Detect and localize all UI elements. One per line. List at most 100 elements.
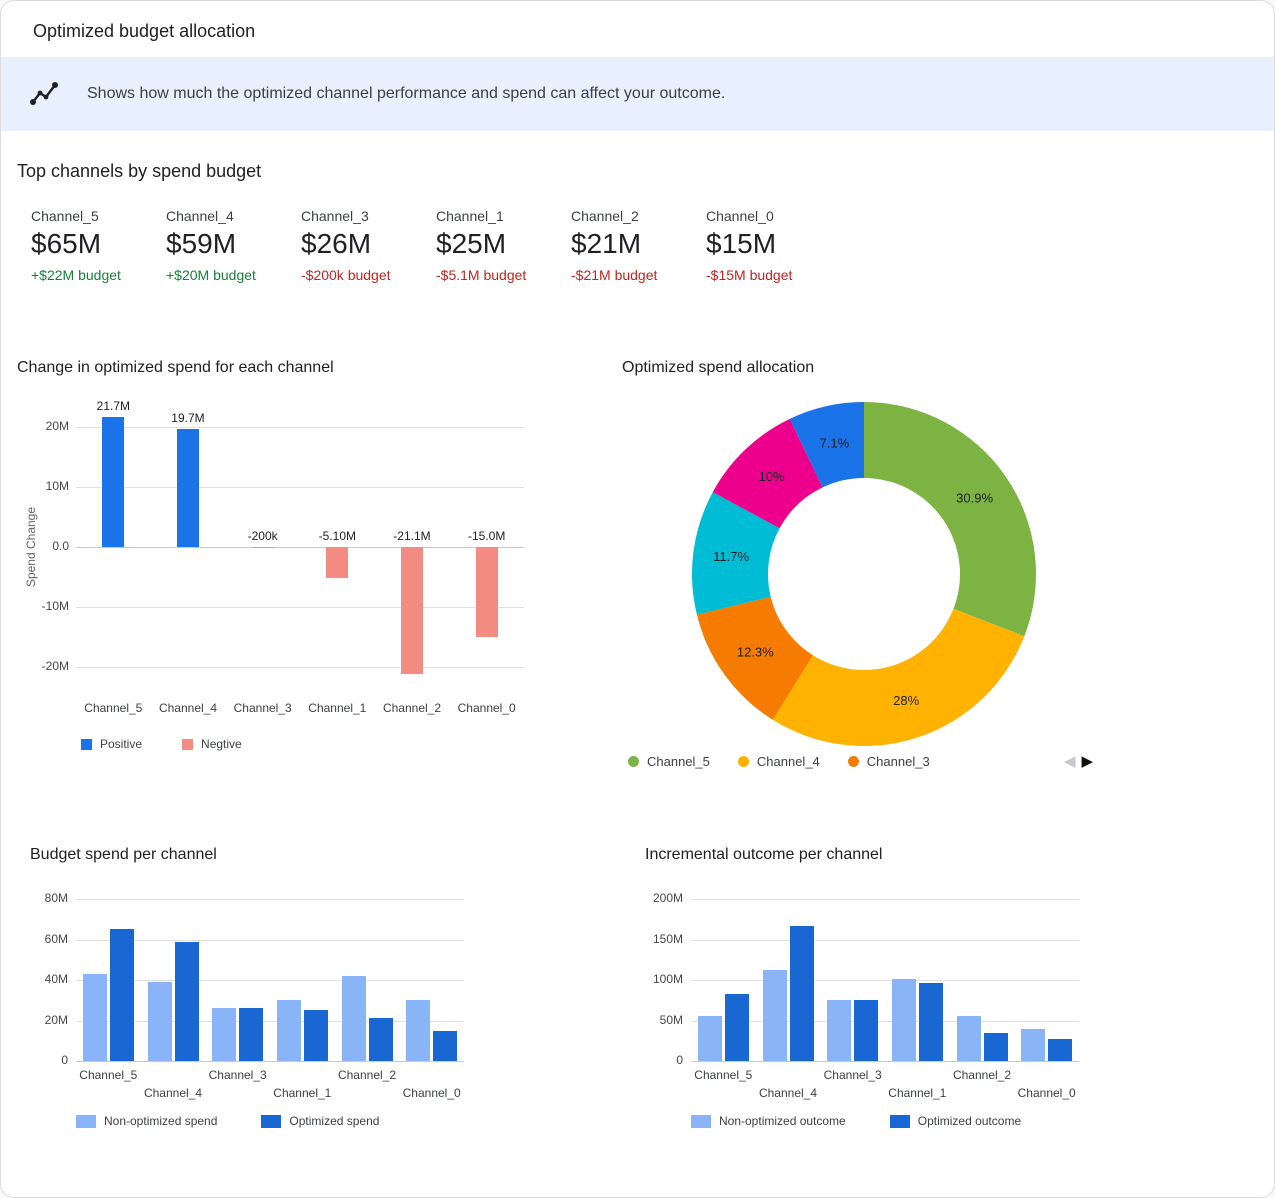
legend-item: Channel_4	[737, 754, 820, 769]
x-tick-label: Channel_2	[382, 701, 442, 715]
legend-item: Non-optimized outcome	[691, 1114, 846, 1128]
bar-Channel_3	[251, 547, 274, 549]
slice-percent-label: 7.1%	[820, 435, 850, 450]
channel-budget-delta: -$5.1M budget	[436, 267, 527, 283]
legend-label: Non-optimized spend	[104, 1114, 218, 1128]
legend-swatch	[182, 738, 194, 750]
donut-slice-Channel_2	[712, 418, 823, 529]
y-tick-label: 20M	[45, 419, 69, 433]
channel-amount: $21M	[571, 228, 642, 259]
channel-name: Channel_5	[31, 208, 99, 224]
bar-Channel_2-non-optimized	[956, 1015, 981, 1061]
legend-item: Optimized outcome	[889, 1114, 1022, 1128]
donut-slice-Channel_5	[864, 402, 1037, 637]
x-tick-label: Channel_3	[233, 701, 292, 715]
bar-Channel_2-non-optimized	[341, 975, 366, 1061]
channel-card: Channel_5 $65M +$22M budget	[31, 208, 151, 283]
bar-Channel_3-optimized	[239, 1008, 264, 1061]
channel-card: Channel_2 $21M -$21M budget	[571, 208, 691, 283]
y-tick-label: 0.0	[52, 539, 69, 553]
info-banner: Shows how much the optimized channel per…	[1, 57, 1274, 131]
y-tick-label: 100M	[652, 972, 683, 986]
bar-Channel_1-non-optimized	[276, 1000, 301, 1061]
bar-Channel_0-optimized	[1048, 1039, 1073, 1061]
y-tick-label: 0	[676, 1053, 683, 1067]
channel-budget-delta: +$20M budget	[166, 267, 256, 283]
channel-name: Channel_3	[301, 208, 369, 224]
channel-card: Channel_1 $25M -$5.1M budget	[436, 208, 556, 283]
y-tick-label: 80M	[44, 891, 68, 905]
bar-value-label: -15.0M	[467, 529, 506, 543]
legend-next-button[interactable]: ▶	[1081, 753, 1094, 770]
channel-budget-delta: +$22M budget	[31, 267, 121, 283]
legend-swatch	[81, 738, 92, 750]
legend-prev-button[interactable]: ◀	[1064, 753, 1076, 770]
slice-percent-label: 30.9%	[956, 490, 993, 505]
bar-Channel_3-non-optimized	[827, 1000, 852, 1061]
donut-slice-Channel_3	[696, 596, 814, 720]
y-tick-label: -10M	[41, 599, 69, 613]
legend-swatch	[889, 1114, 910, 1128]
y-tick-label: 60M	[44, 931, 68, 946]
legend-dot	[737, 756, 749, 767]
legend-item: Positive	[81, 737, 142, 751]
x-tick-label: Channel_3	[208, 1068, 267, 1082]
bar-Channel_4	[177, 428, 199, 547]
bar-Channel_3-non-optimized	[212, 1008, 237, 1061]
channel-name: Channel_0	[706, 208, 774, 224]
slice-percent-label: 10%	[759, 469, 785, 484]
legend-dot	[847, 756, 859, 767]
spend-change-plot: 21.7M 19.7M -200k -5.10M -21.1M -15.0M	[76, 399, 524, 685]
y-tick-label: 40M	[44, 972, 68, 986]
bar-Channel_2-optimized	[983, 1032, 1008, 1061]
bar-Channel_1-optimized	[918, 983, 943, 1061]
bar-Channel_5	[102, 416, 125, 547]
gridline	[76, 547, 524, 548]
bar-value-label: -5.10M	[318, 529, 356, 543]
bar-Channel_1-non-optimized	[891, 979, 916, 1061]
bar-Channel_2-optimized	[368, 1018, 393, 1061]
bar-Channel_4-non-optimized	[762, 970, 787, 1061]
bar-Channel_2	[401, 547, 423, 674]
channel-amount: $25M	[436, 228, 507, 259]
legend-label: Optimized outcome	[917, 1114, 1022, 1128]
x-tick-label: Channel_0	[1017, 1086, 1076, 1100]
bar-Channel_1-optimized	[303, 1010, 328, 1061]
channel-name: Channel_4	[166, 208, 234, 224]
x-tick-label: Channel_0	[402, 1086, 461, 1100]
x-tick-label: Channel_2	[952, 1068, 1012, 1082]
bar-Channel_1	[326, 547, 349, 578]
donut-legend-pager: ◀ ▶	[1064, 752, 1093, 770]
spend-change-title: Change in optimized spend for each chann…	[17, 359, 334, 376]
gridline	[691, 939, 1079, 941]
top-channels-heading: Top channels by spend budget	[17, 161, 262, 181]
donut-svg: 30.9% 28% 12.3% 11.7% 10% 7.1%	[692, 402, 1037, 747]
x-tick-label: Channel_4	[758, 1086, 818, 1100]
y-tick-label: 10M	[45, 479, 69, 493]
x-tick-label: Channel_1	[308, 701, 367, 715]
chart-legend: Non-optimized outcome Optimized outcome	[691, 1114, 1021, 1128]
channel-card: Channel_4 $59M +$20M budget	[166, 208, 286, 283]
legend-label: Channel_5	[647, 754, 710, 769]
spend-allocation-chart: 30.9% 28% 12.3% 11.7% 10% 7.1% Channel_5 Channe…	[606, 386, 1126, 791]
gridline	[76, 1061, 464, 1062]
legend-item: Channel_5	[628, 754, 710, 769]
gridline	[76, 1020, 464, 1022]
channel-budget-delta: -$200k budget	[301, 267, 391, 283]
legend-item: Optimized spend	[261, 1114, 379, 1128]
x-tick-label: Channel_4	[143, 1086, 203, 1100]
channel-amount: $26M	[301, 228, 372, 259]
donut-legend: Channel_5 Channel_4 Channel_3	[628, 754, 930, 769]
incremental-outcome-title: Incremental outcome per channel	[645, 846, 883, 863]
bar-Channel_4-optimized	[174, 941, 199, 1061]
gridline	[76, 427, 524, 428]
legend-item: Non-optimized spend	[76, 1114, 217, 1128]
bar-Channel_5-non-optimized	[697, 1016, 722, 1061]
y-tick-label: 20M	[44, 1012, 68, 1027]
legend-swatch	[76, 1114, 96, 1128]
y-axis-title: Spend Change	[24, 506, 38, 588]
channel-budget-delta: -$21M budget	[571, 267, 658, 283]
x-tick-label: Channel_0	[457, 701, 516, 715]
donut-slice-Channel_1	[692, 492, 780, 615]
